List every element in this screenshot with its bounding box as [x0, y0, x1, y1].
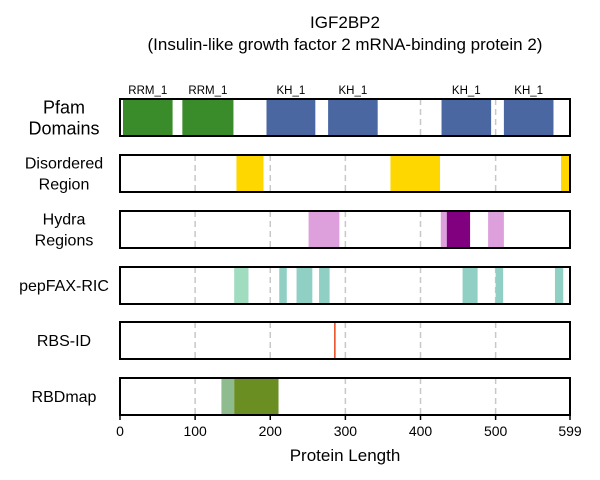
- x-tick-label: 300: [334, 423, 358, 439]
- feature-bar: [319, 268, 330, 303]
- feature-bar: [488, 212, 504, 247]
- track-5: RBDmap: [32, 377, 571, 416]
- feature-bar: [462, 268, 478, 303]
- track-label: Region: [39, 177, 90, 194]
- track-label: Disordered: [25, 156, 103, 173]
- track-label: Pfam: [43, 97, 85, 117]
- domain-label: KH_1: [277, 85, 306, 97]
- x-tick-label: 599: [558, 423, 582, 439]
- feature-bar: [234, 379, 279, 414]
- track-3: pepFAX-RIC: [19, 266, 571, 305]
- feature-bar: [308, 212, 340, 247]
- feature-bar: [334, 323, 336, 358]
- domain-label: RRM_1: [128, 85, 167, 97]
- domain-label: KH_1: [338, 85, 367, 97]
- x-axis-label: Protein Length: [290, 446, 401, 465]
- feature-bar: [279, 268, 287, 303]
- domain-label: KH_1: [452, 85, 481, 97]
- feature-bar: [236, 156, 264, 191]
- feature-bar: [503, 100, 554, 135]
- track-label: Domains: [28, 118, 99, 138]
- track-label: Hydra: [43, 212, 86, 229]
- chart-title: IGF2BP2: [310, 13, 380, 32]
- track-label: RBS-ID: [37, 333, 91, 350]
- chart-subtitle: (Insulin-like growth factor 2 mRNA-bindi…: [148, 35, 543, 54]
- track-frame: [119, 266, 571, 305]
- feature-bar: [554, 268, 564, 303]
- feature-bar: [182, 100, 234, 135]
- feature-bar: [495, 268, 504, 303]
- x-tick-label: 500: [484, 423, 508, 439]
- track-frame: [119, 154, 571, 193]
- track-label: Regions: [35, 233, 94, 250]
- feature-bar: [560, 156, 570, 191]
- x-tick-label: 200: [259, 423, 283, 439]
- x-axis: 0 100 200 300 400 500 599: [116, 414, 582, 439]
- feature-bar: [440, 212, 447, 247]
- domain-label: KH_1: [514, 85, 543, 97]
- feature-bar: [234, 268, 249, 303]
- feature-bar: [328, 100, 378, 135]
- feature-bar: [446, 212, 471, 247]
- track-label: pepFAX-RIC: [19, 278, 109, 295]
- feature-bar: [441, 100, 492, 135]
- feature-bar: [390, 156, 441, 191]
- x-tick-label: 0: [116, 423, 124, 439]
- feature-bar: [266, 100, 316, 135]
- x-tick-label: 100: [183, 423, 207, 439]
- track-label: RBDmap: [32, 389, 97, 406]
- track-4: RBS-ID: [37, 321, 571, 360]
- track-frame: [119, 98, 571, 137]
- feature-bar: [123, 100, 173, 135]
- track-1: Disordered Region: [25, 154, 571, 194]
- feature-bar: [296, 268, 313, 303]
- feature-bar: [221, 379, 235, 414]
- domain-label: RRM_1: [188, 85, 227, 97]
- track-frame: [119, 210, 571, 249]
- track-frame: [119, 321, 571, 360]
- track-2: Hydra Regions: [35, 210, 571, 250]
- x-tick-label: 400: [409, 423, 433, 439]
